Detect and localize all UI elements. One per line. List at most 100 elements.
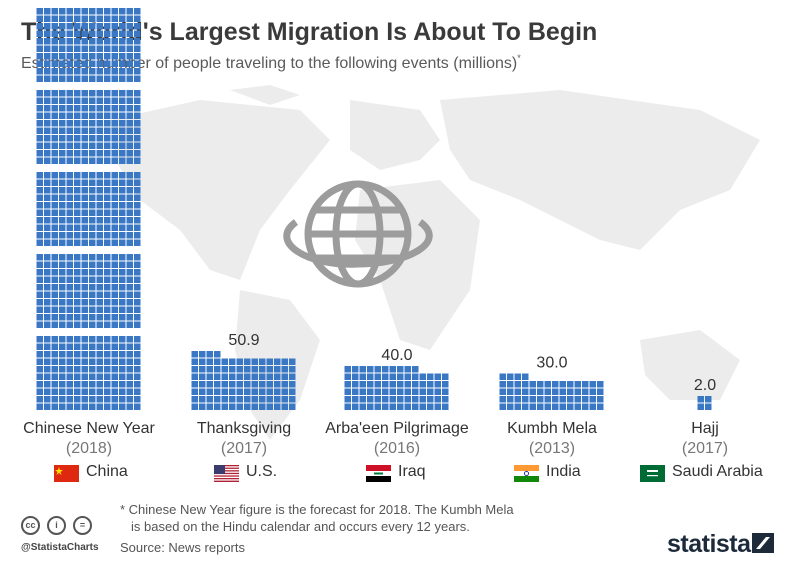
bar-unit xyxy=(259,381,266,388)
bar-unit xyxy=(44,105,51,112)
bar-unit xyxy=(96,127,103,134)
bar-unit xyxy=(96,53,103,60)
bar-unit xyxy=(36,15,43,22)
bar-unit xyxy=(59,321,66,328)
bar-unit xyxy=(119,75,126,82)
bar-unit xyxy=(259,366,266,373)
bar-unit xyxy=(134,150,141,157)
bar-unit xyxy=(104,112,111,119)
bar-unit xyxy=(96,38,103,45)
bar-unit xyxy=(81,239,88,246)
bar-unit xyxy=(96,23,103,30)
category-label: Arba'een Pilgrimage xyxy=(325,420,469,437)
bar-unit xyxy=(44,209,51,216)
bar-unit xyxy=(134,15,141,22)
bar-unit xyxy=(96,202,103,209)
bar-unit xyxy=(289,403,296,410)
bar-unit xyxy=(111,112,118,119)
bar-unit xyxy=(514,396,521,403)
bar-unit xyxy=(412,381,419,388)
country-iraq: Iraq xyxy=(398,463,426,480)
bar-unit xyxy=(126,276,133,283)
bar-unit xyxy=(229,381,236,388)
bar-unit xyxy=(96,135,103,142)
bar-unit xyxy=(44,187,51,194)
bar-unit xyxy=(281,358,288,365)
saudi-flag-icon xyxy=(640,465,665,482)
bar-unit xyxy=(514,388,521,395)
bar-unit xyxy=(74,112,81,119)
bar-unit xyxy=(382,366,389,373)
bar-unit xyxy=(344,396,351,403)
bar-unit xyxy=(111,75,118,82)
bar-unit xyxy=(552,381,559,388)
bar-unit xyxy=(59,23,66,30)
bar-unit xyxy=(36,53,43,60)
bar-unit xyxy=(119,291,126,298)
bar-unit xyxy=(104,97,111,104)
bar-unit xyxy=(419,373,426,380)
bar-unit xyxy=(126,142,133,149)
bar-unit xyxy=(111,157,118,164)
bar-unit xyxy=(66,45,73,52)
bar-unit xyxy=(104,366,111,373)
bar-unit xyxy=(119,90,126,97)
bar-unit xyxy=(89,90,96,97)
statista-logo[interactable]: statista xyxy=(667,530,751,558)
bar-unit xyxy=(74,172,81,179)
bar-unit xyxy=(126,202,133,209)
bar-unit xyxy=(89,45,96,52)
bar-unit xyxy=(44,38,51,45)
bar-unit xyxy=(74,30,81,37)
bar-unit xyxy=(134,202,141,209)
bar-unit xyxy=(59,261,66,268)
bar-unit xyxy=(119,358,126,365)
bar-unit xyxy=(51,179,58,186)
bar-unit xyxy=(259,358,266,365)
bar-unit xyxy=(74,276,81,283)
bar-unit xyxy=(382,373,389,380)
bar-unit xyxy=(66,232,73,239)
bar-unit xyxy=(59,396,66,403)
bar-unit xyxy=(89,396,96,403)
bar-unit xyxy=(96,224,103,231)
bar-unit xyxy=(59,172,66,179)
bar-unit xyxy=(266,381,273,388)
bar-unit xyxy=(397,388,404,395)
bar-unit xyxy=(96,381,103,388)
bar-unit xyxy=(59,291,66,298)
bar-unit xyxy=(44,68,51,75)
bar-unit xyxy=(74,8,81,15)
bar-unit xyxy=(44,150,51,157)
bar-unit xyxy=(96,68,103,75)
bar-unit xyxy=(44,299,51,306)
bar-unit xyxy=(44,202,51,209)
bar-unit xyxy=(81,179,88,186)
bar-unit xyxy=(44,135,51,142)
bar-unit xyxy=(559,396,566,403)
bar-unit xyxy=(119,336,126,343)
bar-unit xyxy=(66,105,73,112)
bar-unit xyxy=(134,112,141,119)
bar-unit xyxy=(66,351,73,358)
bar-unit xyxy=(374,396,381,403)
bar-unit xyxy=(191,381,198,388)
bar-unit xyxy=(89,314,96,321)
bar-unit xyxy=(104,142,111,149)
bar-unit xyxy=(44,142,51,149)
bar-unit xyxy=(359,366,366,373)
chart-area: Travelers 385.0Chinese New Year(2018)50.… xyxy=(23,8,728,457)
bar-unit xyxy=(89,209,96,216)
bar-unit xyxy=(274,366,281,373)
bar-unit xyxy=(51,187,58,194)
bar-unit xyxy=(36,127,43,134)
bar-unit xyxy=(81,217,88,224)
bar-unit xyxy=(66,15,73,22)
bar-unit xyxy=(81,38,88,45)
bar-unit xyxy=(96,239,103,246)
bar-unit xyxy=(419,403,426,410)
bar-unit xyxy=(134,60,141,67)
bar-unit xyxy=(81,150,88,157)
bar-unit xyxy=(104,135,111,142)
bar-unit xyxy=(51,112,58,119)
